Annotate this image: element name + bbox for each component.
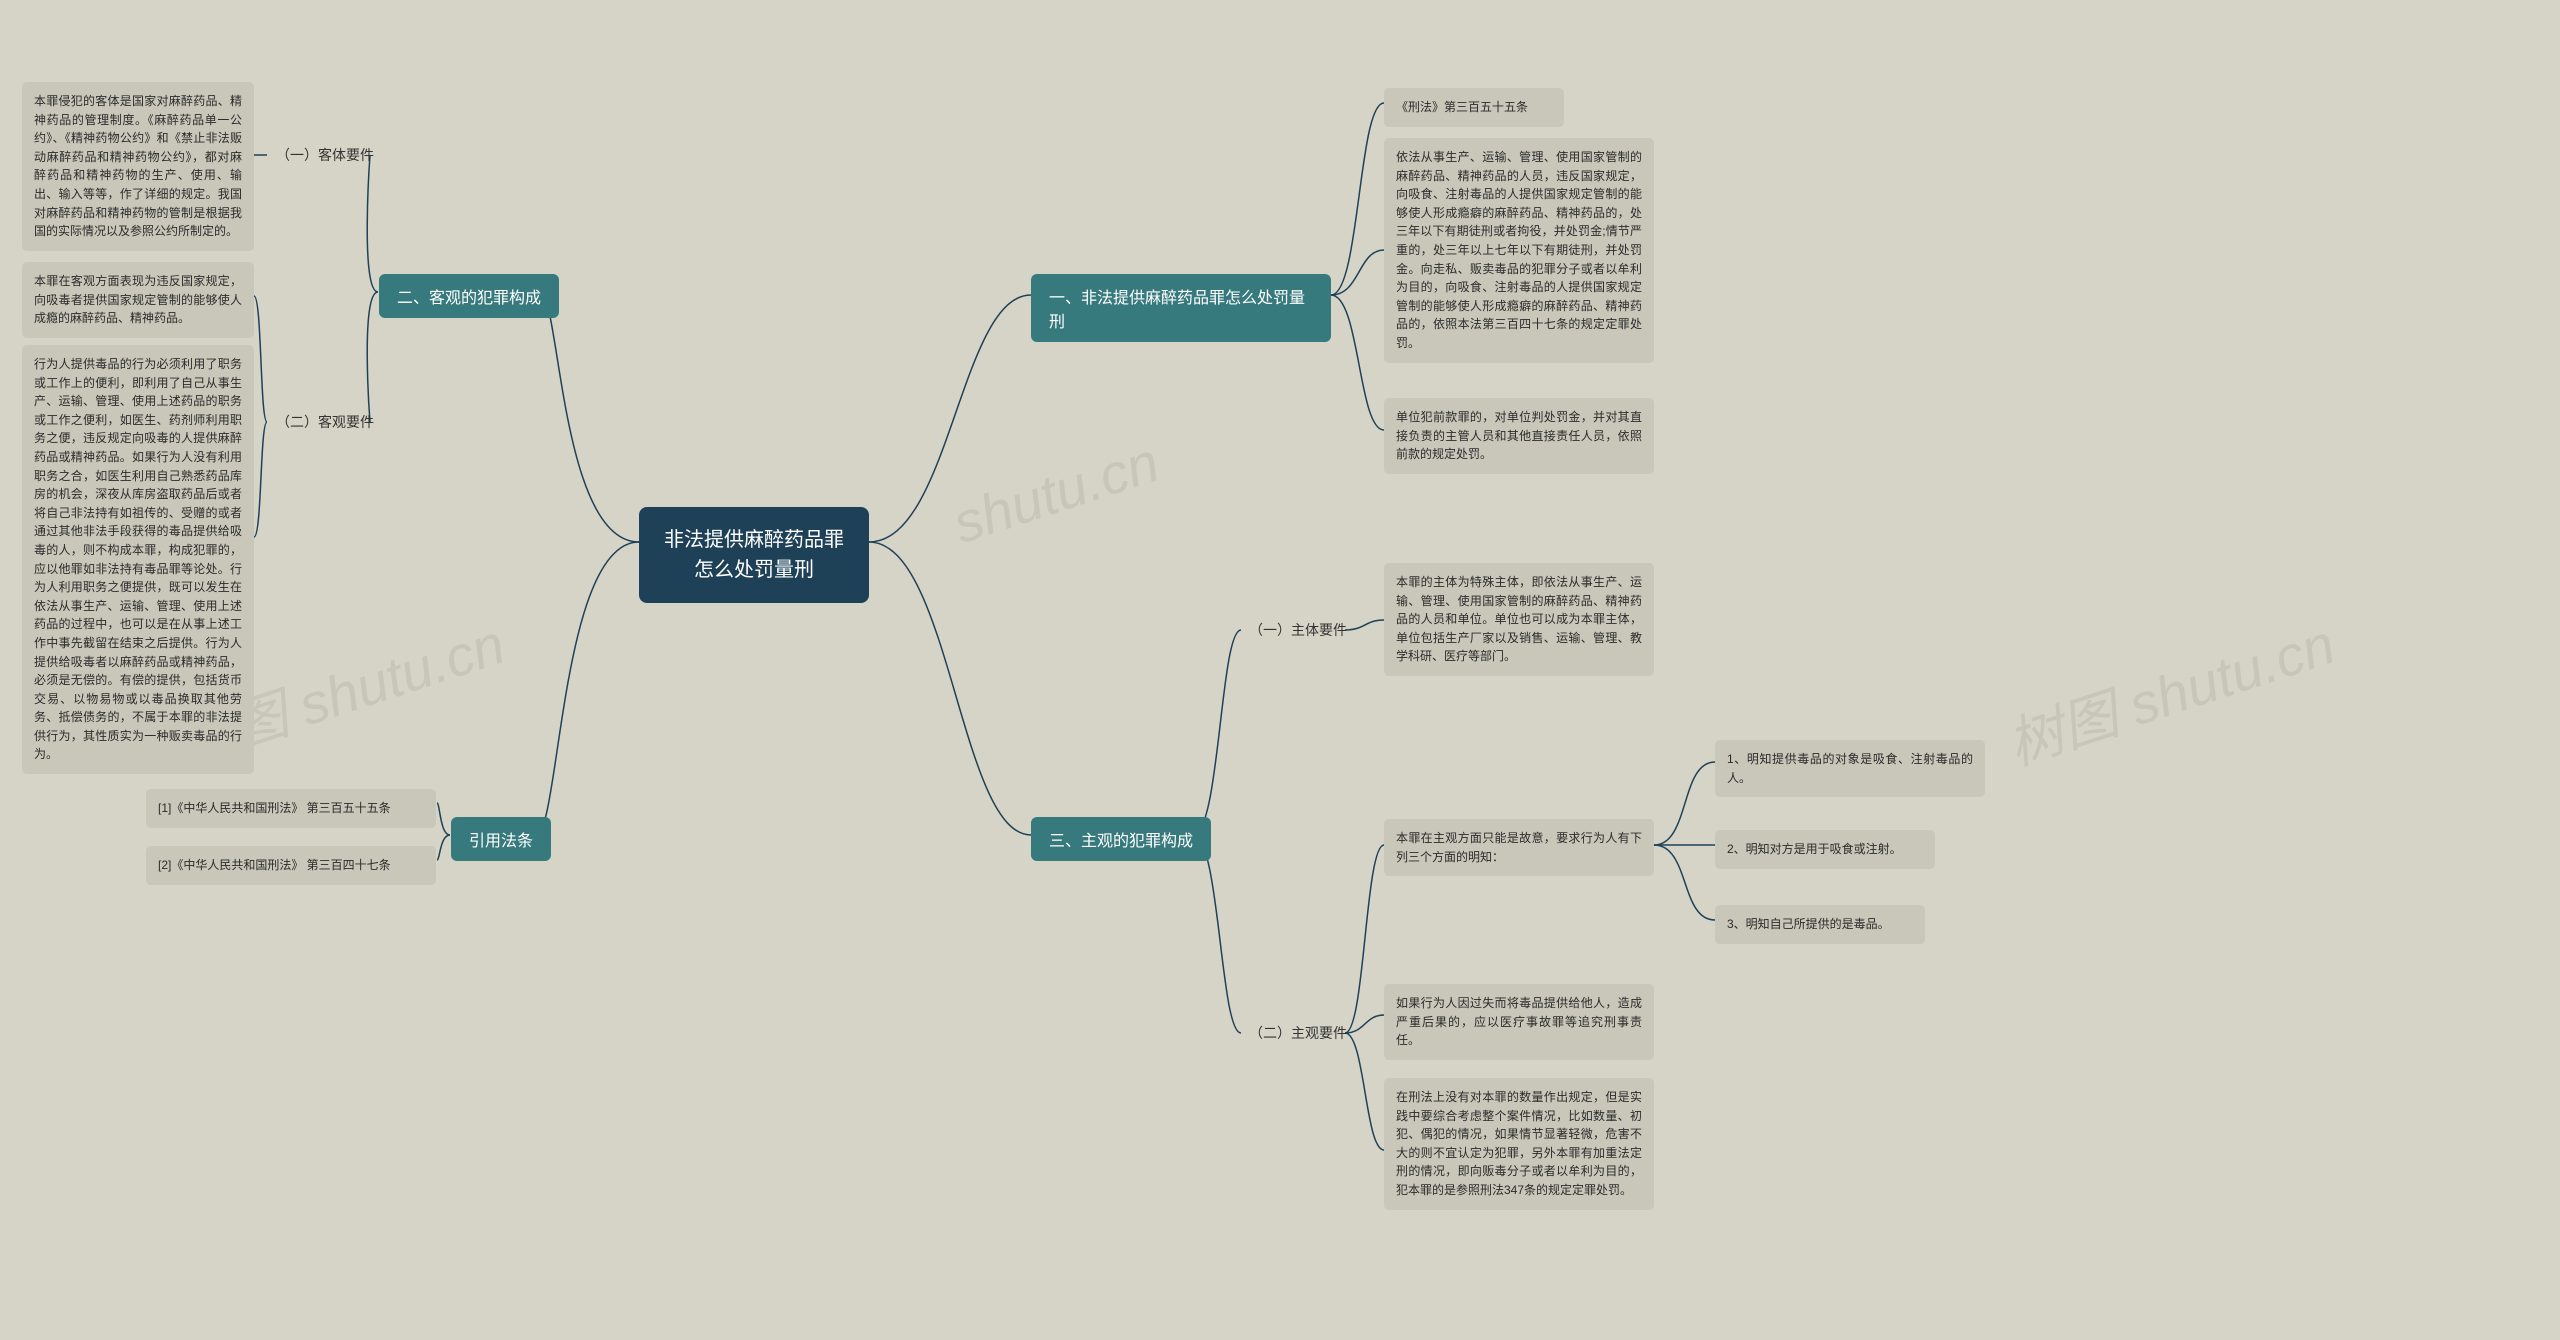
leaf-3b3[interactable]: 在刑法上没有对本罪的数量作出规定，但是实践中要综合考虑整个案件情况，比如数量、初… (1384, 1078, 1654, 1210)
leaf-3b2[interactable]: 如果行为人因过失而将毒品提供给他人，造成严重后果的，应以医疗事故罪等追究刑事责任… (1384, 984, 1654, 1060)
sub-2b[interactable]: （二）客观要件 (268, 408, 382, 436)
sub-3a[interactable]: （一）主体要件 (1241, 616, 1355, 644)
leaf-2a[interactable]: 本罪侵犯的客体是国家对麻醉药品、精神药品的管理制度。《麻醉药品单一公约》、《精神… (22, 82, 254, 251)
leaf-3b1a[interactable]: 1、明知提供毒品的对象是吸食、注射毒品的人。 (1715, 740, 1985, 797)
branch-2[interactable]: 二、客观的犯罪构成 (379, 274, 559, 318)
connection-layer (0, 0, 2560, 1340)
branch-4[interactable]: 引用法条 (451, 817, 551, 861)
leaf-4a[interactable]: [1]《中华人民共和国刑法》 第三百五十五条 (146, 789, 436, 828)
leaf-3b1[interactable]: 本罪在主观方面只能是故意，要求行为人有下列三个方面的明知： (1384, 819, 1654, 876)
leaf-3b1c[interactable]: 3、明知自己所提供的是毒品。 (1715, 905, 1925, 944)
root-node[interactable]: 非法提供麻醉药品罪怎么处罚量刑 (639, 507, 869, 603)
leaf-1c[interactable]: 单位犯前款罪的，对单位判处罚金，并对其直接负责的主管人员和其他直接责任人员，依照… (1384, 398, 1654, 474)
leaf-4b[interactable]: [2]《中华人民共和国刑法》 第三百四十七条 (146, 846, 436, 885)
leaf-3a[interactable]: 本罪的主体为特殊主体，即依法从事生产、运输、管理、使用国家管制的麻醉药品、精神药… (1384, 563, 1654, 676)
branch-3[interactable]: 三、主观的犯罪构成 (1031, 817, 1211, 861)
sub-3b[interactable]: （二）主观要件 (1241, 1019, 1355, 1047)
leaf-3b1b[interactable]: 2、明知对方是用于吸食或注射。 (1715, 830, 1935, 869)
sub-2a[interactable]: （一）客体要件 (268, 141, 382, 169)
watermark-3: shutu.cn (945, 429, 1166, 556)
branch-1[interactable]: 一、非法提供麻醉药品罪怎么处罚量刑 (1031, 274, 1331, 342)
watermark-2: 树图 shutu.cn (1996, 600, 2344, 782)
leaf-2b2[interactable]: 行为人提供毒品的行为必须利用了职务或工作上的便利，即利用了自己从事生产、运输、管… (22, 345, 254, 774)
leaf-1b[interactable]: 依法从事生产、运输、管理、使用国家管制的麻醉药品、精神药品的人员，违反国家规定，… (1384, 138, 1654, 363)
leaf-2b1[interactable]: 本罪在客观方面表现为违反国家规定，向吸毒者提供国家规定管制的能够使人成瘾的麻醉药… (22, 262, 254, 338)
leaf-1a[interactable]: 《刑法》第三百五十五条 (1384, 88, 1564, 127)
